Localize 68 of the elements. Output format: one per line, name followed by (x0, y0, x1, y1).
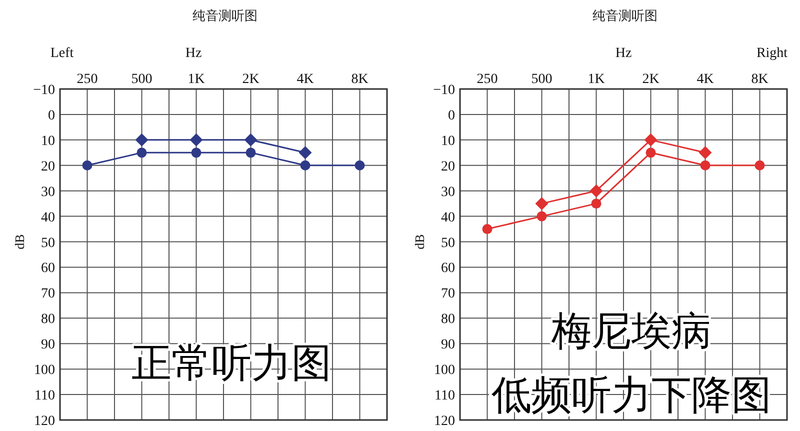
text: Left (50, 46, 74, 61)
point (300, 160, 310, 170)
point (644, 133, 658, 146)
x-tick-label: 250 (76, 72, 98, 87)
text: Right (756, 46, 788, 61)
y-tick-label: 60 (41, 261, 55, 276)
y-tick-label: 50 (41, 236, 55, 251)
point (754, 160, 765, 170)
y-tick-label: 0 (448, 108, 455, 124)
point (482, 224, 492, 234)
y-tick-label: 30 (441, 184, 455, 200)
y-tick-label: 90 (41, 338, 55, 353)
y-tick-label: 10 (41, 134, 55, 149)
point (191, 148, 202, 158)
point (535, 197, 548, 210)
x-tick-label: 500 (131, 72, 152, 87)
x-tick-label: 1K (188, 72, 205, 87)
y-tick-label: −10 (433, 83, 455, 98)
x-tick-label: 2K (242, 72, 260, 87)
y-tick-label: 50 (441, 236, 455, 251)
x-tick-label: 4K (296, 72, 314, 87)
y-tick-label: 120 (34, 414, 55, 429)
point (246, 148, 256, 158)
chart-title: 纯音测听图 (592, 9, 658, 24)
y-tick-label: −10 (33, 83, 55, 98)
y-tick-label: 110 (34, 388, 55, 404)
y-axis-title: dB (412, 234, 427, 250)
point (700, 160, 710, 170)
point (244, 133, 258, 146)
x-tick-label: 8K (351, 72, 368, 87)
point (136, 148, 147, 158)
point (536, 211, 547, 222)
x-axis-title: Hz (185, 46, 202, 61)
y-tick-label: 120 (434, 414, 455, 429)
y-tick-label: 100 (434, 363, 455, 378)
y-axis-title: dB (12, 234, 27, 250)
point (135, 133, 148, 146)
x-axis-title: Hz (615, 46, 632, 61)
y-tick-label: 100 (34, 363, 55, 378)
point (698, 146, 712, 160)
y-tick-label: 70 (41, 286, 55, 302)
point (591, 198, 602, 209)
point (190, 133, 203, 146)
y-tick-label: 90 (441, 338, 455, 353)
point (354, 160, 365, 170)
x-tick-label: 250 (476, 72, 498, 87)
x-tick-label: 1K (588, 72, 605, 87)
x-tick-label: 8K (751, 72, 768, 87)
point (82, 160, 92, 170)
point (298, 146, 312, 160)
y-tick-label: 0 (48, 108, 55, 124)
y-tick-label: 40 (441, 210, 455, 226)
chart-title: 纯音测听图 (192, 9, 258, 24)
y-tick-label: 40 (41, 210, 55, 226)
y-tick-label: 20 (41, 159, 55, 174)
y-tick-label: 80 (41, 312, 55, 328)
y-tick-label: 60 (441, 261, 455, 276)
y-tick-label: 70 (441, 286, 455, 302)
point (590, 184, 603, 198)
y-tick-label: 80 (441, 312, 455, 328)
y-tick-label: 110 (434, 388, 455, 404)
x-tick-label: 2K (642, 72, 660, 87)
y-tick-label: 20 (441, 159, 455, 174)
y-tick-label: 30 (41, 184, 55, 200)
x-tick-label: 500 (531, 72, 552, 87)
x-tick-label: 4K (696, 72, 714, 87)
point (646, 148, 656, 158)
y-tick-label: 10 (441, 134, 455, 149)
